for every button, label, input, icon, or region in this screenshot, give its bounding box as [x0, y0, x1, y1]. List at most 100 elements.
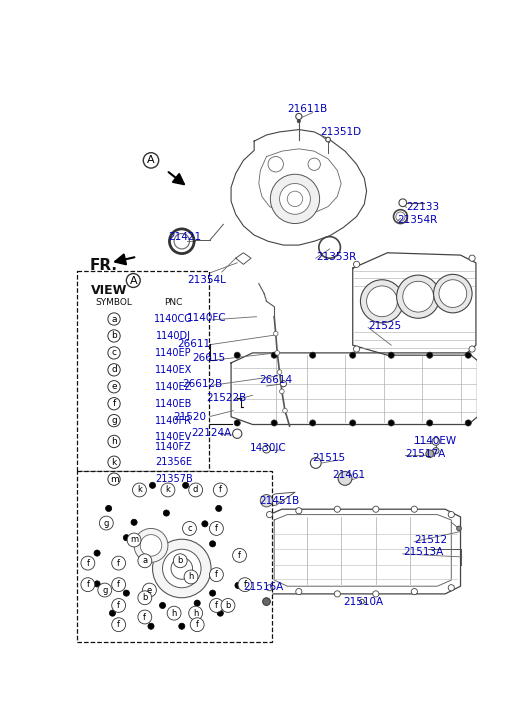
Circle shape: [123, 534, 129, 541]
Text: f: f: [117, 558, 120, 568]
Circle shape: [163, 549, 201, 587]
Circle shape: [287, 191, 303, 206]
Text: 26612B: 26612B: [182, 379, 222, 389]
Text: c: c: [187, 524, 192, 533]
Circle shape: [123, 590, 129, 596]
Circle shape: [334, 506, 340, 513]
Circle shape: [189, 483, 203, 497]
Circle shape: [143, 153, 159, 168]
Circle shape: [353, 346, 360, 352]
Circle shape: [153, 539, 211, 598]
Circle shape: [263, 446, 270, 453]
Text: c: c: [112, 348, 117, 358]
Circle shape: [280, 183, 310, 214]
Circle shape: [182, 521, 196, 535]
Text: 26614: 26614: [259, 375, 292, 385]
Circle shape: [360, 599, 364, 604]
Circle shape: [267, 512, 272, 518]
Circle shape: [131, 519, 137, 526]
Circle shape: [202, 521, 208, 527]
Text: PNC: PNC: [164, 298, 183, 308]
Text: 1140DJ: 1140DJ: [156, 331, 191, 341]
Circle shape: [108, 473, 120, 486]
Circle shape: [273, 332, 278, 336]
Circle shape: [275, 350, 280, 356]
Text: 21354L: 21354L: [187, 275, 226, 285]
Circle shape: [232, 548, 246, 562]
Text: 21510A: 21510A: [344, 597, 384, 606]
Circle shape: [397, 275, 440, 318]
Text: FR.: FR.: [89, 258, 118, 273]
Text: b: b: [142, 593, 147, 602]
Text: a: a: [142, 556, 147, 566]
Text: VIEW: VIEW: [91, 284, 127, 297]
Circle shape: [143, 583, 156, 597]
Circle shape: [81, 556, 95, 570]
Text: 1140EP: 1140EP: [155, 348, 192, 358]
Circle shape: [308, 158, 320, 170]
Circle shape: [456, 526, 461, 531]
Circle shape: [184, 570, 198, 584]
Circle shape: [112, 598, 126, 612]
Text: k: k: [165, 486, 170, 494]
Circle shape: [238, 578, 252, 592]
Text: f: f: [244, 580, 246, 589]
Circle shape: [268, 156, 284, 172]
Text: 21451B: 21451B: [259, 496, 299, 506]
Circle shape: [189, 606, 203, 620]
Circle shape: [338, 472, 352, 486]
Text: 21513A: 21513A: [403, 547, 443, 558]
Circle shape: [110, 610, 115, 616]
Circle shape: [94, 581, 100, 587]
Circle shape: [326, 137, 330, 142]
Circle shape: [350, 420, 356, 426]
Text: f: f: [215, 524, 218, 533]
Circle shape: [432, 438, 440, 446]
Text: f: f: [117, 601, 120, 610]
Text: f: f: [117, 580, 120, 589]
Circle shape: [334, 591, 340, 597]
Circle shape: [235, 582, 241, 589]
Circle shape: [297, 119, 301, 123]
Text: 22124A: 22124A: [191, 428, 231, 438]
Text: 21351D: 21351D: [320, 127, 362, 137]
Circle shape: [234, 352, 240, 358]
Circle shape: [127, 533, 141, 547]
Text: 1140EB: 1140EB: [155, 398, 193, 409]
Circle shape: [210, 521, 223, 535]
Circle shape: [215, 505, 222, 512]
Text: 26611: 26611: [177, 339, 210, 349]
Text: h: h: [111, 437, 117, 446]
Circle shape: [108, 313, 120, 325]
Circle shape: [160, 603, 165, 608]
Text: 1140EX: 1140EX: [155, 365, 193, 375]
Circle shape: [411, 589, 418, 595]
Circle shape: [367, 286, 397, 317]
Circle shape: [310, 457, 321, 468]
Circle shape: [210, 568, 223, 582]
Circle shape: [232, 429, 242, 438]
Circle shape: [161, 483, 175, 497]
Circle shape: [433, 448, 439, 454]
Circle shape: [163, 510, 170, 516]
Circle shape: [98, 583, 112, 597]
Circle shape: [182, 482, 189, 489]
Circle shape: [469, 346, 475, 352]
Text: h: h: [171, 608, 177, 618]
Text: 26615: 26615: [193, 353, 226, 364]
Text: f: f: [112, 399, 115, 408]
Circle shape: [434, 274, 472, 313]
Circle shape: [448, 585, 454, 591]
Circle shape: [132, 483, 146, 497]
Circle shape: [221, 598, 235, 612]
Circle shape: [399, 199, 406, 206]
FancyBboxPatch shape: [77, 270, 209, 470]
Text: 21522B: 21522B: [206, 393, 247, 403]
Circle shape: [373, 506, 379, 513]
Circle shape: [210, 541, 215, 547]
Circle shape: [99, 516, 113, 530]
Text: f: f: [86, 580, 89, 589]
Circle shape: [427, 420, 433, 426]
Text: m: m: [110, 475, 119, 483]
Circle shape: [277, 370, 282, 374]
